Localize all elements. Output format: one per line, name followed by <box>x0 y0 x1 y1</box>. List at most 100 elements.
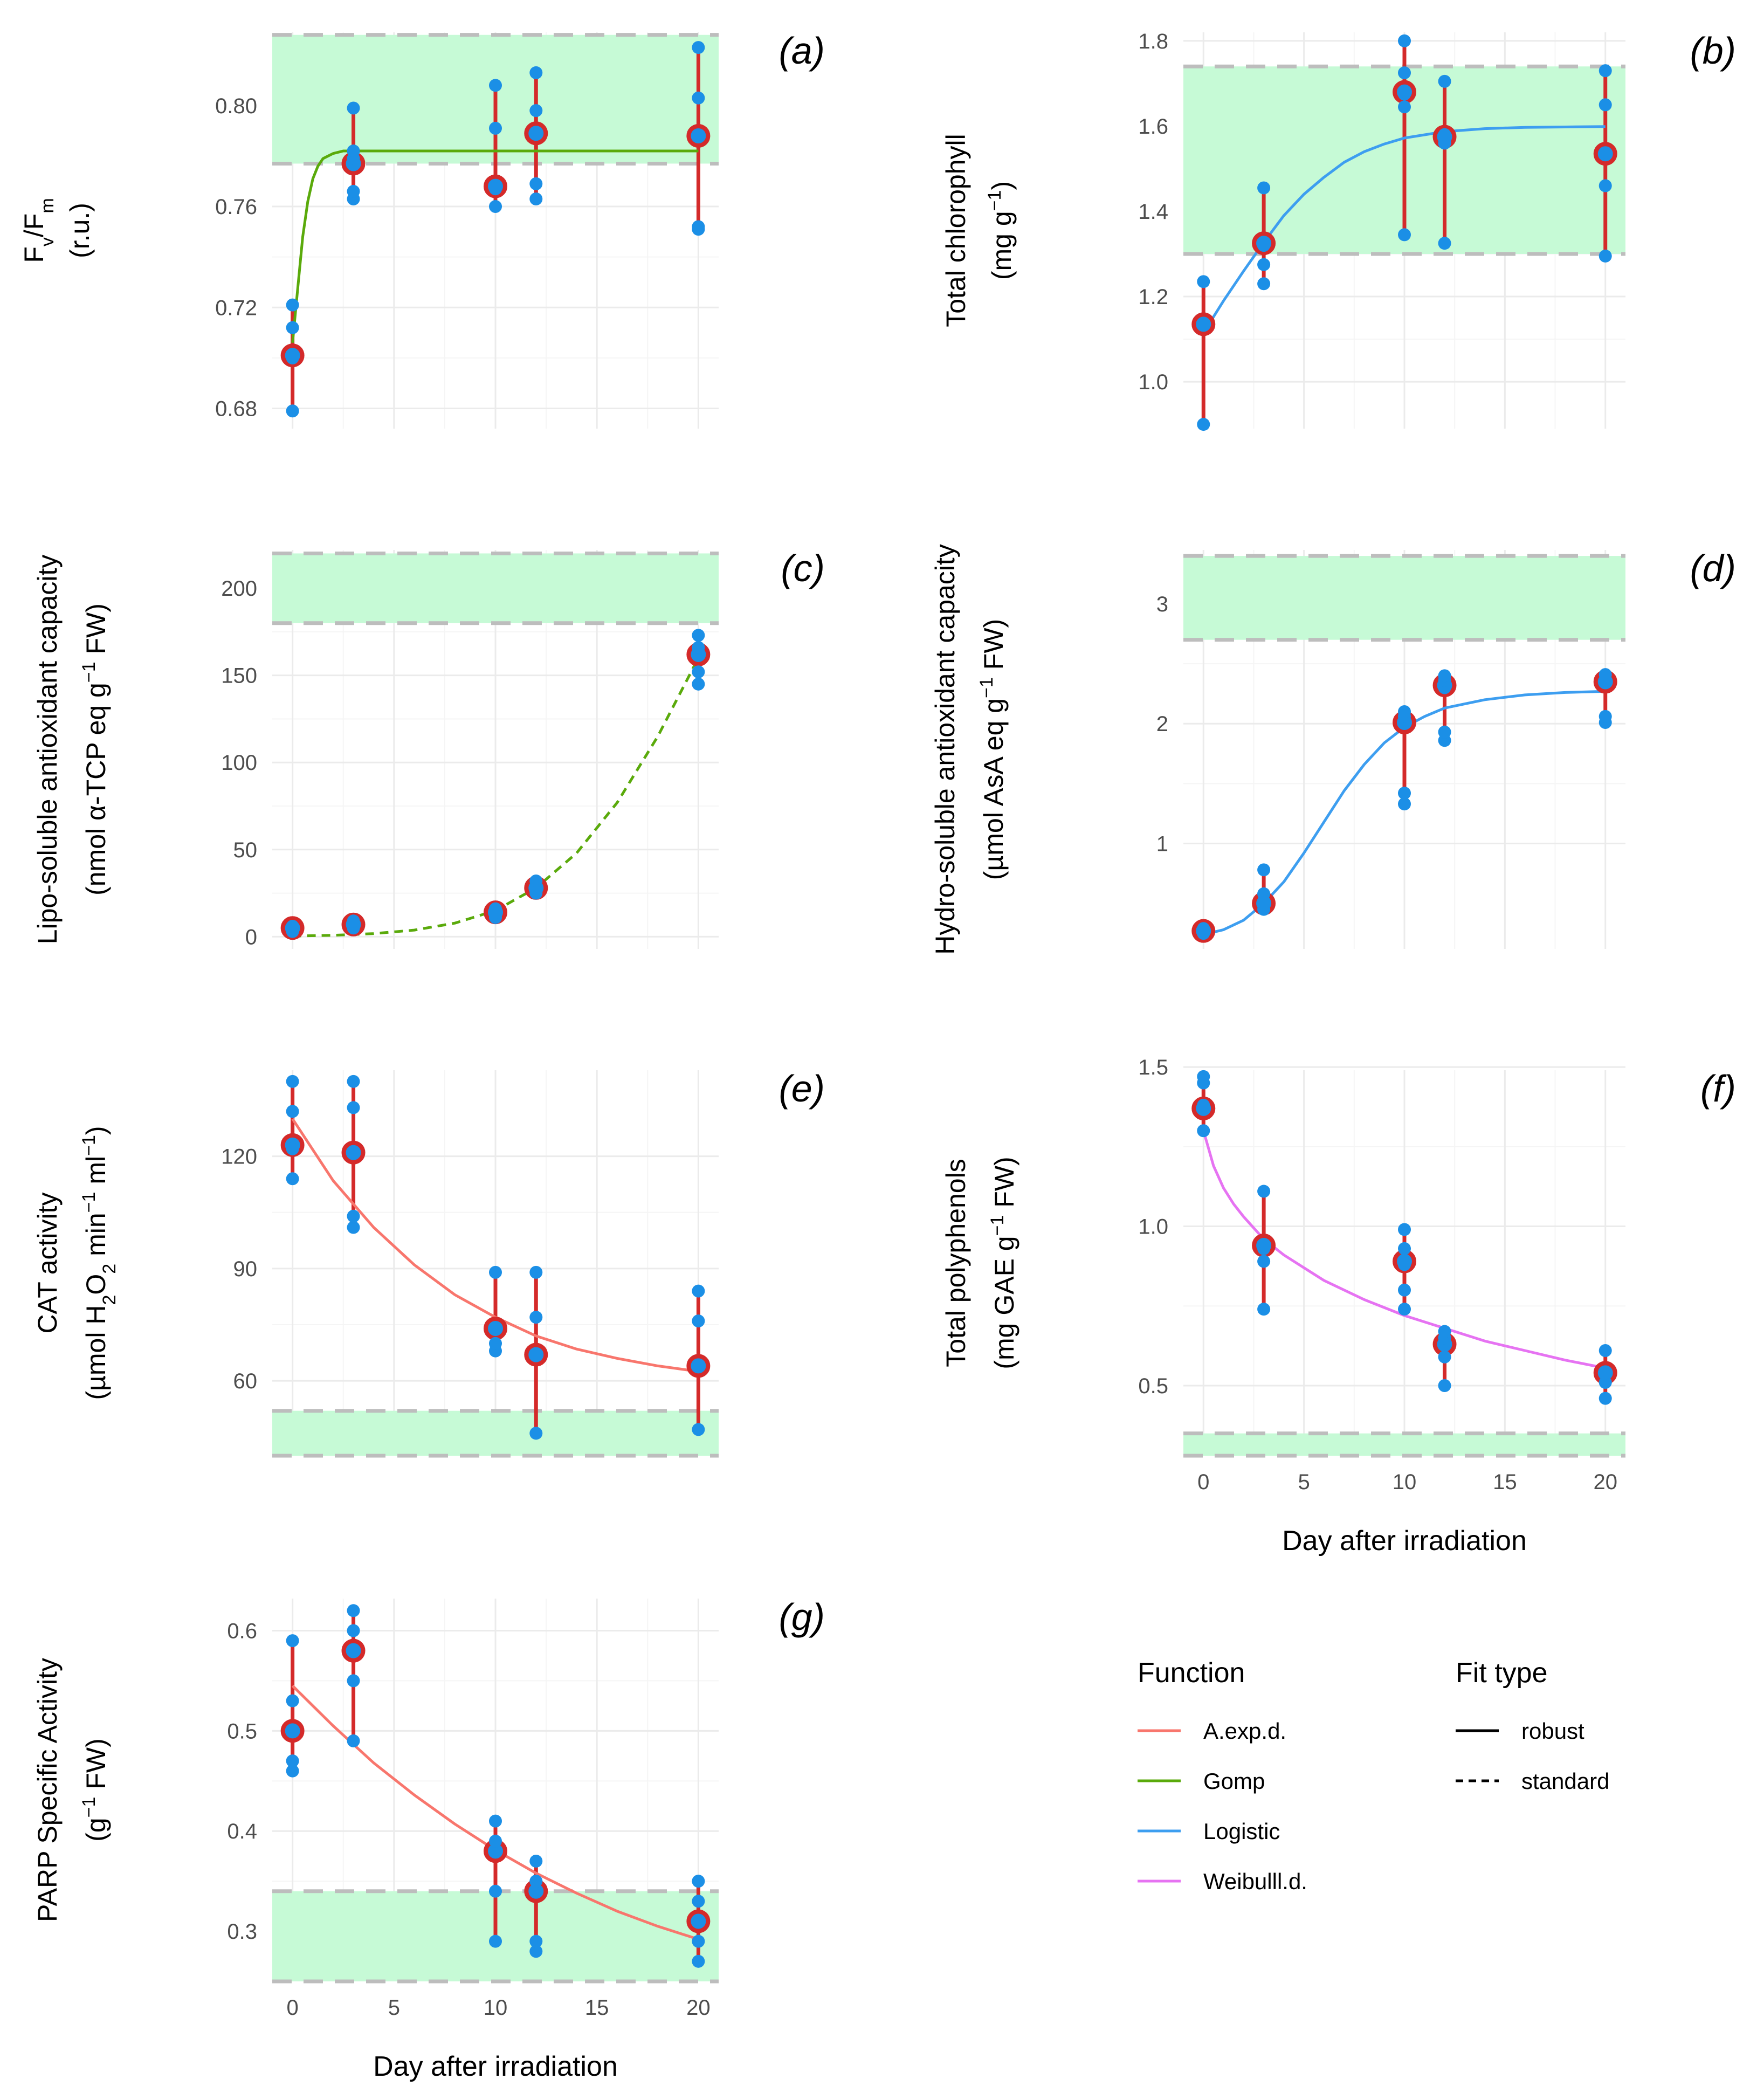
legend-function-item: Gomp <box>1138 1768 1265 1794</box>
data-point <box>1197 1070 1210 1083</box>
y-axis-label-part: /F <box>19 214 49 237</box>
y-axis-label: PARP Specific Activity <box>32 1658 63 1922</box>
y-axis-label-part: FW) <box>989 1156 1019 1215</box>
data-point <box>692 1934 705 1948</box>
y-axis-label-part: −1 <box>79 1797 99 1818</box>
y-tick-label: 0 <box>245 925 257 949</box>
data-point <box>347 1734 360 1747</box>
data-point <box>1438 74 1451 88</box>
data-point <box>286 919 299 933</box>
data-point <box>1398 66 1411 80</box>
data-point <box>286 321 299 334</box>
panel-label: (a) <box>778 30 825 72</box>
y-axis-label-part: FW) <box>979 619 1009 677</box>
x-tick-label: 20 <box>686 1996 711 2020</box>
data-point <box>286 1142 299 1155</box>
data-point <box>692 1895 705 1908</box>
data-point <box>1398 1283 1411 1297</box>
y-tick-label: 1.0 <box>1138 1215 1168 1239</box>
data-point <box>529 127 543 140</box>
x-axis-label: Day after irradiation <box>373 2051 618 2082</box>
x-tick-label: 10 <box>1393 1470 1417 1494</box>
y-axis-label-part: (µmol AsA eq g <box>979 698 1009 880</box>
mean-marker <box>524 1342 548 1367</box>
data-point <box>1599 1376 1612 1389</box>
y-tick-label: 1.2 <box>1138 285 1168 309</box>
data-point <box>286 1724 299 1738</box>
y-axis-label-part: −1 <box>984 190 1005 211</box>
legend-function-item: A.exp.d. <box>1138 1718 1286 1744</box>
y-tick-label: 200 <box>221 577 257 601</box>
data-point <box>1398 87 1411 101</box>
data-point <box>529 104 543 118</box>
data-point <box>692 629 705 642</box>
data-point <box>286 351 299 364</box>
data-point <box>1599 179 1612 192</box>
panel-d: 1 2 3 Hydro-soluble antioxidant capacity (µm… <box>930 544 1736 955</box>
data-point <box>692 220 705 233</box>
data-point <box>1599 668 1612 681</box>
data-point <box>692 41 705 54</box>
legend-fittype-item: standard <box>1456 1768 1609 1794</box>
data-point <box>1197 318 1210 331</box>
data-point <box>1599 1344 1612 1357</box>
y-tick-label: 0.5 <box>227 1719 257 1743</box>
x-tick-label: 20 <box>1593 1470 1617 1494</box>
y-tick-label: 0.76 <box>215 195 257 219</box>
panel-label: (d) <box>1690 547 1736 589</box>
data-point <box>489 121 502 135</box>
y-axis-label-part: (nmol α-TCP eq g <box>81 683 111 896</box>
panel-g: 0.3 0.4 0.5 0.6 0 5 10 15 20 Day after irradiatio… <box>32 1596 825 2082</box>
y-axis-label-part: Total chlorophyll <box>941 134 971 327</box>
data-point <box>692 1423 705 1436</box>
data-point <box>347 1604 360 1617</box>
data-point <box>286 1754 299 1768</box>
y-axis-label-part: ) <box>81 1126 111 1135</box>
data-point <box>529 177 543 190</box>
fit-curve <box>1202 125 1606 334</box>
y-tick-label: 1.6 <box>1138 115 1168 139</box>
data-point <box>1599 249 1612 263</box>
y-axis-label: CAT activity <box>32 1192 63 1333</box>
data-point <box>529 1875 543 1888</box>
y-axis-label: (mg GAE g−1 FW) <box>987 1156 1019 1369</box>
data-point <box>1197 922 1210 935</box>
data-point <box>692 641 705 654</box>
data-point <box>1398 1223 1411 1236</box>
legend-function-title: Function <box>1138 1657 1245 1689</box>
legend-function-label: Gomp <box>1203 1768 1265 1794</box>
data-point <box>529 1854 543 1868</box>
y-tick-label: 1.0 <box>1138 370 1168 394</box>
data-point <box>692 1284 705 1298</box>
data-point <box>1599 64 1612 78</box>
x-tick-label: 0 <box>1197 1470 1209 1494</box>
data-point <box>529 1265 543 1279</box>
y-axis-label: (mg g−1) <box>984 181 1017 280</box>
y-tick-label: 2 <box>1156 712 1168 736</box>
y-axis-label-part: CAT activity <box>32 1192 63 1333</box>
data-point <box>489 1337 502 1350</box>
data-point <box>347 1221 360 1234</box>
y-tick-label: 0.68 <box>215 397 257 421</box>
y-tick-label: 1.8 <box>1138 30 1168 53</box>
data-point <box>1257 1255 1271 1268</box>
y-axis-label: Total polyphenols <box>941 1159 971 1367</box>
data-point <box>347 184 360 198</box>
y-tick-label: 100 <box>221 751 257 775</box>
data-point <box>692 1314 705 1328</box>
data-point <box>286 1694 299 1707</box>
y-axis-label-part: Hydro-soluble antioxidant capacity <box>930 544 960 955</box>
y-tick-label: 150 <box>221 664 257 688</box>
y-tick-label: 1.4 <box>1138 200 1168 224</box>
y-axis-label-part: F <box>19 246 49 263</box>
data-point <box>347 1644 360 1657</box>
data-point <box>692 677 705 691</box>
data-point <box>286 1105 299 1118</box>
y-tick-label: 50 <box>233 838 258 862</box>
y-axis-label-part: PARP Specific Activity <box>32 1658 63 1922</box>
panel-label: (f) <box>1700 1068 1736 1110</box>
y-axis-label-part: −1 <box>79 1192 99 1213</box>
data-point <box>1438 1325 1451 1338</box>
y-axis-label: (nmol α-TCP eq g−1 FW) <box>79 603 111 896</box>
